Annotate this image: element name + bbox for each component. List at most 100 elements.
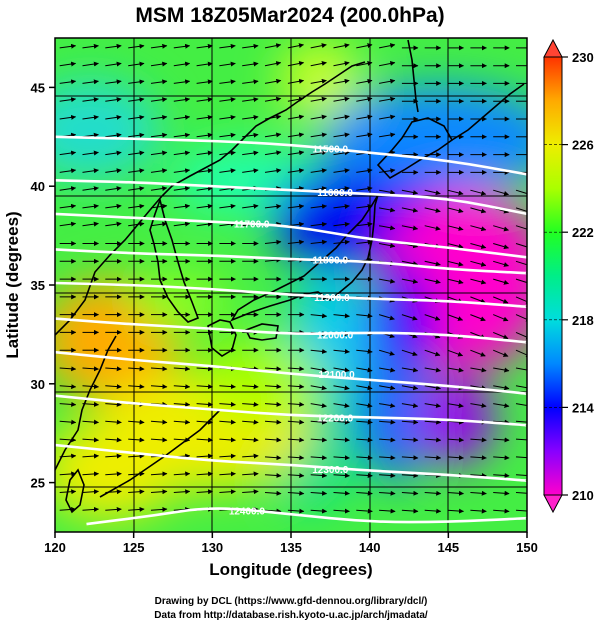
wind-arrow: [105, 401, 122, 407]
wind-arrow: [287, 490, 305, 496]
wind-arrow: [379, 168, 396, 174]
wind-arrow: [82, 506, 99, 512]
wind-arrow: [470, 225, 487, 232]
grid: [55, 38, 527, 532]
wind-arrow: [424, 403, 441, 409]
wind-arrow: [196, 186, 213, 192]
wind-arrow: [219, 168, 236, 174]
wind-arrow: [150, 366, 168, 372]
wind-arrow: [401, 403, 419, 409]
wind-arrow: [379, 189, 396, 195]
wind-arrow: [105, 132, 122, 138]
wind-arrow: [470, 189, 487, 196]
wind-arrow: [196, 384, 214, 390]
wind-arrow: [356, 96, 373, 102]
wind-arrow: [470, 490, 487, 496]
wind-arrow: [378, 314, 395, 321]
credit-data: Data from http://database.rish.kyoto-u.a…: [154, 610, 428, 621]
wind-arrow: [401, 367, 419, 373]
wind-arrow: [515, 456, 527, 459]
wind-arrow: [356, 348, 373, 354]
wind-arrow: [470, 349, 486, 357]
wind-arrow: [128, 384, 145, 390]
wind-arrow: [264, 419, 282, 425]
wind-arrow: [333, 508, 350, 514]
wind-arrow: [515, 420, 527, 423]
wind-arrow: [105, 221, 122, 227]
wind-arrow: [150, 471, 168, 477]
wind-arrow: [356, 490, 373, 496]
wind-arrow: [493, 296, 509, 304]
wind-arrow: [310, 43, 327, 49]
wind-arrow: [196, 489, 214, 495]
wind-arrow: [59, 168, 77, 174]
wind-arrow: [264, 168, 282, 174]
coastline-sakhalin: [407, 39, 419, 113]
wind-arrow: [424, 455, 442, 461]
contour-label: 12300.0: [312, 465, 349, 476]
wind-arrow: [401, 207, 419, 213]
colorbar: 210 214 218 222 226 230: [543, 38, 594, 514]
wind-arrow: [173, 221, 191, 227]
wind-arrow: [219, 489, 236, 495]
wind-arrow: [264, 437, 282, 443]
wind-arrow: [264, 61, 282, 67]
wind-arrow: [105, 471, 122, 477]
wind-arrow: [242, 489, 259, 495]
wind-arrow: [196, 132, 213, 138]
wind-arrow: [82, 150, 99, 156]
wind-arrow: [424, 260, 441, 267]
triangle-down-icon: [543, 494, 563, 514]
wind-arrow: [242, 384, 259, 390]
wind-arrow: [356, 385, 373, 391]
wind-arrow: [401, 260, 419, 267]
wind-arrow: [150, 384, 168, 390]
wind-arrow: [379, 114, 396, 120]
wind-arrow: [150, 168, 168, 174]
wind-arrow: [105, 203, 122, 209]
wind-arrow: [356, 114, 373, 120]
wind-arrow: [447, 508, 464, 514]
wind-arrow: [196, 471, 214, 477]
height-contour: [55, 443, 527, 482]
wind-arrow: [515, 225, 527, 232]
wind-arrow: [82, 97, 99, 103]
wind-arrow: [242, 150, 259, 156]
wind-arrow: [470, 260, 487, 267]
wind-arrow: [424, 314, 441, 321]
wind-arrow: [105, 366, 122, 372]
wind-arrow: [219, 114, 236, 120]
wind-vectors: [59, 43, 527, 514]
wind-arrow: [401, 225, 419, 231]
wind-arrow: [150, 61, 168, 67]
wind-arrow: [515, 367, 527, 373]
wind-arrow: [196, 453, 214, 459]
wind-arrow: [196, 401, 214, 407]
wind-arrow: [470, 296, 486, 304]
wind-arrow: [333, 367, 350, 373]
height-contour: [55, 394, 527, 427]
wind-arrow: [287, 203, 305, 209]
wind-arrow: [379, 437, 396, 443]
wind-arrow: [356, 508, 373, 514]
wind-arrow: [333, 490, 350, 496]
height-contour: [55, 179, 527, 216]
wind-arrow: [333, 43, 350, 49]
wind-arrow: [173, 419, 191, 425]
wind-arrow: [150, 419, 168, 425]
wind-arrow: [447, 314, 464, 321]
wind-arrow: [173, 114, 191, 120]
wind-arrow: [447, 403, 464, 409]
wind-arrow: [128, 221, 145, 227]
wind-arrow: [515, 207, 527, 214]
wind-arrow: [515, 260, 527, 268]
wind-arrow: [287, 78, 305, 84]
wind-arrow: [287, 508, 305, 514]
wind-arrow: [128, 150, 145, 156]
wind-arrow: [356, 78, 373, 84]
wind-arrow: [82, 384, 99, 390]
wind-arrow: [333, 313, 350, 319]
wind-arrow: [515, 474, 527, 476]
wind-arrow: [379, 96, 396, 102]
wind-arrow: [82, 114, 99, 120]
